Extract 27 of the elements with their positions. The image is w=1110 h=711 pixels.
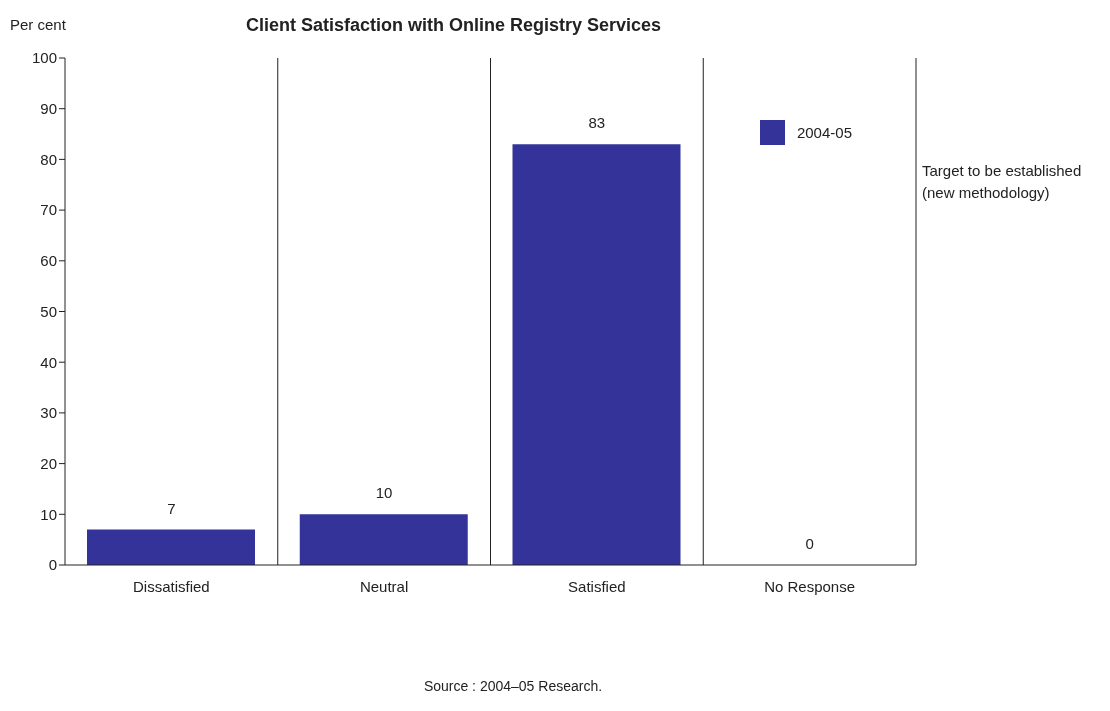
- chart-title: Client Satisfaction with Online Registry Services: [246, 15, 662, 36]
- y-tick-label: 0: [48, 556, 57, 574]
- y-tick-label: 40: [40, 353, 57, 371]
- y-tick-label: 30: [40, 404, 57, 422]
- x-tick-label: Satisfied: [568, 577, 626, 595]
- y-tick-label: 90: [40, 100, 57, 118]
- y-tick-label: 60: [40, 252, 57, 270]
- bar: [299, 514, 468, 565]
- y-tick-label: 80: [40, 150, 57, 168]
- y-axis-title: Per cent: [10, 16, 66, 33]
- source-note: Source : 2004–05 Research.: [422, 678, 604, 694]
- data-label: 83: [588, 114, 606, 132]
- text: Target to be established (new methodology): [922, 161, 1083, 203]
- data-label: 0: [805, 535, 814, 552]
- bar: [87, 529, 255, 565]
- y-tick-label: 10: [40, 505, 57, 523]
- data-label: 10: [375, 484, 393, 502]
- bar: [512, 144, 681, 565]
- x-tick-label: Neutral: [359, 577, 409, 595]
- x-tick-label: Dissatisfied: [133, 577, 210, 595]
- y-tick-label: 100: [31, 49, 57, 67]
- y-tick-label: 50: [40, 302, 57, 320]
- y-tick-label: 70: [40, 201, 57, 219]
- data-label: 7: [167, 499, 176, 517]
- x-tick-label: No Response: [764, 577, 856, 595]
- legend-label: 2004-05: [796, 124, 852, 141]
- y-tick-label: 20: [40, 454, 57, 472]
